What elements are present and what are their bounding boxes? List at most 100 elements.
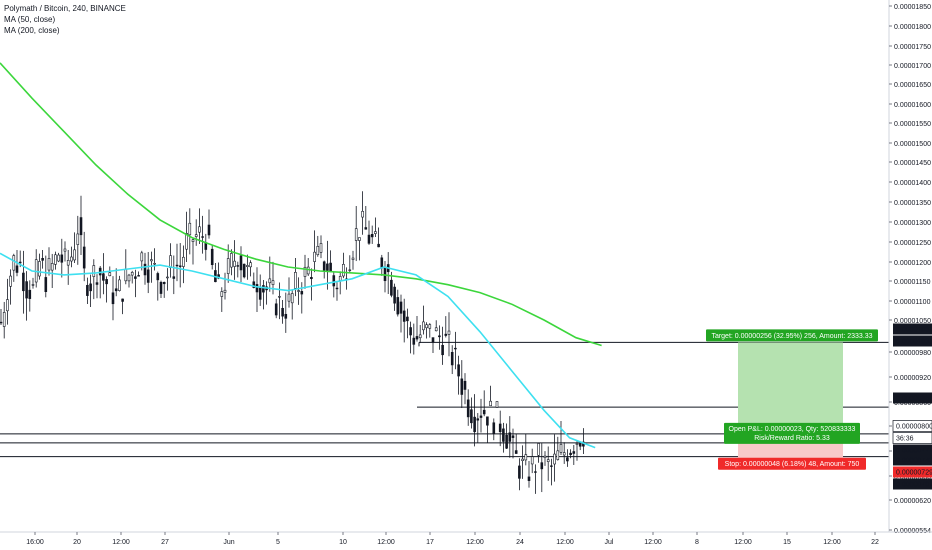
candle-body — [444, 333, 448, 336]
candle-body — [140, 252, 144, 262]
target-label: Target: 0.00000256 (32.95%) 256, Amount:… — [711, 333, 872, 340]
price-tick-label: 0.00001800 — [894, 24, 931, 31]
candle-body — [428, 324, 432, 329]
candle-body — [150, 259, 153, 262]
candle-body — [322, 261, 326, 271]
price-tag-label: 0.00000729 — [896, 470, 932, 477]
candle-body — [534, 471, 537, 473]
time-tick-label: 12:00 — [466, 539, 484, 546]
candle-body — [486, 416, 489, 426]
candle-body — [402, 310, 406, 322]
candle-body — [249, 262, 252, 268]
candle-body — [281, 307, 284, 317]
candle-body — [498, 423, 502, 433]
candle-body — [2, 312, 6, 327]
candle-body — [543, 455, 547, 459]
price-tag-label: 0.00000777 — [896, 448, 932, 455]
candle-body — [524, 454, 528, 461]
price-tag-bg — [893, 478, 932, 490]
candle-body — [294, 272, 297, 289]
candle-body — [105, 279, 108, 285]
time-tick-label: 24 — [516, 539, 524, 546]
price-tag-label: 0.00000707 — [896, 482, 932, 489]
candle-body — [511, 435, 515, 438]
candle-body — [434, 327, 438, 332]
candle-body — [258, 286, 262, 300]
candle-body — [335, 287, 339, 290]
candle-body — [118, 279, 121, 291]
price-tick-label: 0.00001700 — [894, 63, 931, 70]
candles — [0, 191, 585, 494]
candle-body — [399, 301, 403, 314]
candle-body — [166, 276, 169, 279]
candle-body — [505, 434, 508, 449]
price-tick-label: 0.00001150 — [894, 279, 931, 286]
candle-body — [22, 272, 25, 292]
candle-body — [441, 344, 444, 356]
candle-body — [146, 269, 150, 283]
pnl-label-qty: Open P&L: 0.00000023, Qty: 520833333 — [729, 426, 856, 433]
candle-body — [73, 249, 76, 261]
candle-body — [562, 452, 566, 456]
candle-body — [242, 263, 246, 278]
candle-body — [38, 261, 41, 277]
moving-averages — [0, 62, 602, 449]
price-tick-label: 0.00000620 — [894, 498, 931, 505]
price-tick-label: 0.00001400 — [894, 180, 931, 187]
candle-body — [332, 275, 336, 287]
candle-body — [156, 273, 160, 281]
candle-body — [342, 263, 345, 277]
candle-body — [284, 313, 288, 319]
candle-body — [194, 234, 198, 237]
candle-body — [470, 409, 473, 424]
candle-body — [210, 248, 214, 266]
time-tick-label: 12:00 — [734, 539, 752, 546]
time-tick-label: Jul — [605, 539, 614, 546]
price-tick-label: 0.00001350 — [894, 200, 931, 207]
candle-body — [185, 233, 188, 250]
candle-body — [431, 337, 435, 343]
price-tag-bg — [893, 466, 932, 478]
candle-body — [271, 280, 275, 285]
candle-body — [50, 263, 54, 271]
candle-body — [175, 264, 179, 267]
candle-body — [508, 432, 512, 442]
candle-body — [374, 231, 377, 234]
price-tick-label: 0.00001850 — [894, 4, 931, 11]
candle-body — [393, 286, 396, 304]
candle-body — [454, 347, 457, 350]
time-tick-label: 22 — [871, 539, 879, 546]
candle-body — [566, 457, 569, 462]
candle-body — [463, 380, 467, 390]
candle-body — [409, 327, 412, 336]
candle-body — [358, 237, 361, 241]
candle-body — [134, 276, 137, 279]
candle-body — [47, 258, 51, 271]
time-tick-label: 20 — [73, 539, 81, 546]
price-tag-bg — [893, 323, 932, 335]
price-tick-label: 0.00001300 — [894, 220, 931, 227]
candle-body — [546, 459, 550, 462]
price-tag-bg — [893, 335, 932, 347]
candle-body — [450, 351, 454, 366]
stop-label-bg — [718, 457, 866, 470]
candle-body — [306, 266, 310, 275]
price-axis[interactable]: 0.00001850 0.00001800 0.00001750 0.00001700… — [888, 0, 932, 535]
price-tick-label: 0.00000920 — [894, 375, 931, 382]
candle-body — [310, 276, 313, 280]
ma50-line — [0, 252, 596, 449]
candle-body — [457, 364, 460, 377]
price-tag-label: 36:36 — [896, 436, 914, 443]
time-tick-label: 12:00 — [377, 539, 395, 546]
candle-body — [57, 254, 60, 262]
candle-body — [438, 335, 441, 338]
candle-body — [537, 443, 540, 456]
ma50-legend: MA (50, close) — [4, 15, 56, 24]
candle-body — [300, 291, 304, 295]
pnl-label-ratio: Risk/Reward Ratio: 5.33 — [754, 435, 830, 442]
stop-label: Stop: 0.00000048 (6.18%) 48, Amount: 750 — [725, 461, 860, 468]
candle-body — [82, 246, 86, 269]
candle-body — [422, 321, 425, 331]
time-axis[interactable]: 16:00 20 12:00 27 Jun 5 10 12:00 17 12:00 24 12:00 J… — [0, 531, 932, 546]
